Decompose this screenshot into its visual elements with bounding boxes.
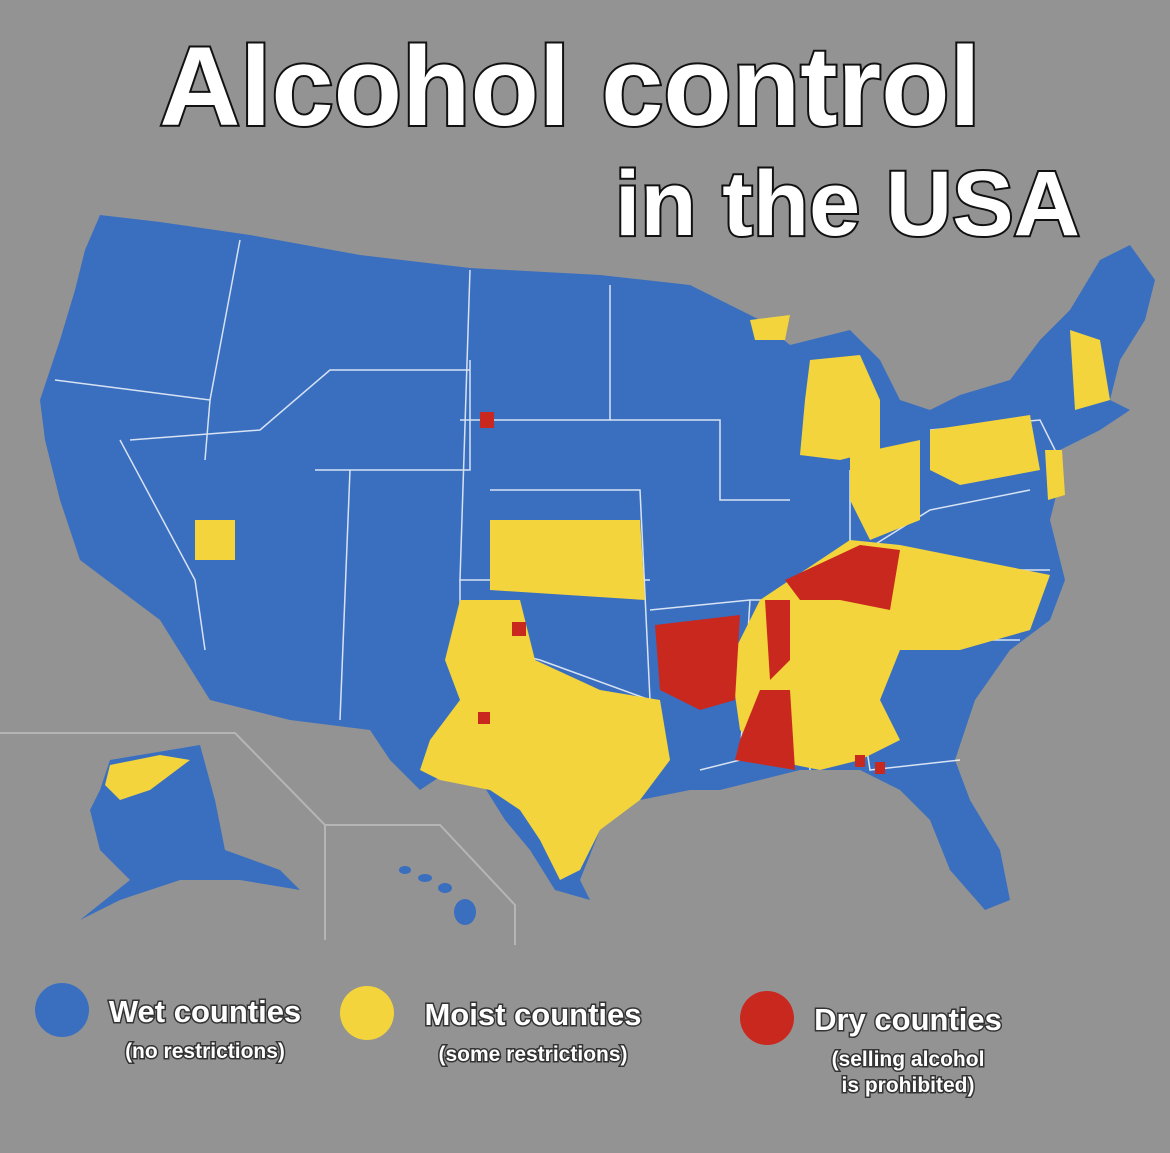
legend-note: (some restrictions) — [438, 1043, 627, 1066]
mississippi-dry — [735, 690, 795, 770]
legend-note: (selling alcohol — [832, 1048, 985, 1071]
legend: Wet counties (no restrictions) Moist count… — [35, 983, 1003, 1099]
new-england-moist — [1070, 330, 1110, 410]
michigan-moist — [800, 355, 880, 460]
legend-note: (no restrictions) — [125, 1040, 285, 1063]
pennsylvania-moist — [930, 415, 1040, 485]
map — [40, 215, 1155, 925]
legend-label: Moist counties — [424, 997, 641, 1032]
fl-dry — [875, 762, 885, 774]
state-lines — [54, 239, 1061, 771]
title: Alcohol control — [159, 24, 980, 149]
legend-note: is prohibited) — [842, 1074, 975, 1097]
kentucky-dry — [785, 545, 900, 610]
legend-swatch — [740, 991, 794, 1045]
tx-dry — [512, 622, 526, 636]
alaska-moist — [105, 755, 190, 800]
subtitle: in the USA — [615, 153, 1080, 255]
nj-moist — [1045, 450, 1065, 500]
legend-label: Dry counties — [814, 1002, 1002, 1037]
legend-label: Wet counties — [109, 994, 301, 1029]
nevada-moist — [195, 520, 235, 560]
arkansas-dry — [655, 615, 740, 710]
tennessee-dry — [765, 600, 790, 680]
fl-dry — [855, 755, 865, 767]
inset-lines — [0, 732, 516, 945]
tx-dry — [478, 712, 490, 724]
legend-swatch — [340, 986, 394, 1040]
hawaii — [399, 866, 476, 925]
legend-swatch — [35, 983, 89, 1037]
kansas-moist — [490, 520, 645, 600]
texas-moist — [420, 600, 670, 880]
up-moist — [750, 315, 790, 340]
ohio-moist — [850, 440, 920, 540]
sd-dry — [480, 412, 494, 428]
